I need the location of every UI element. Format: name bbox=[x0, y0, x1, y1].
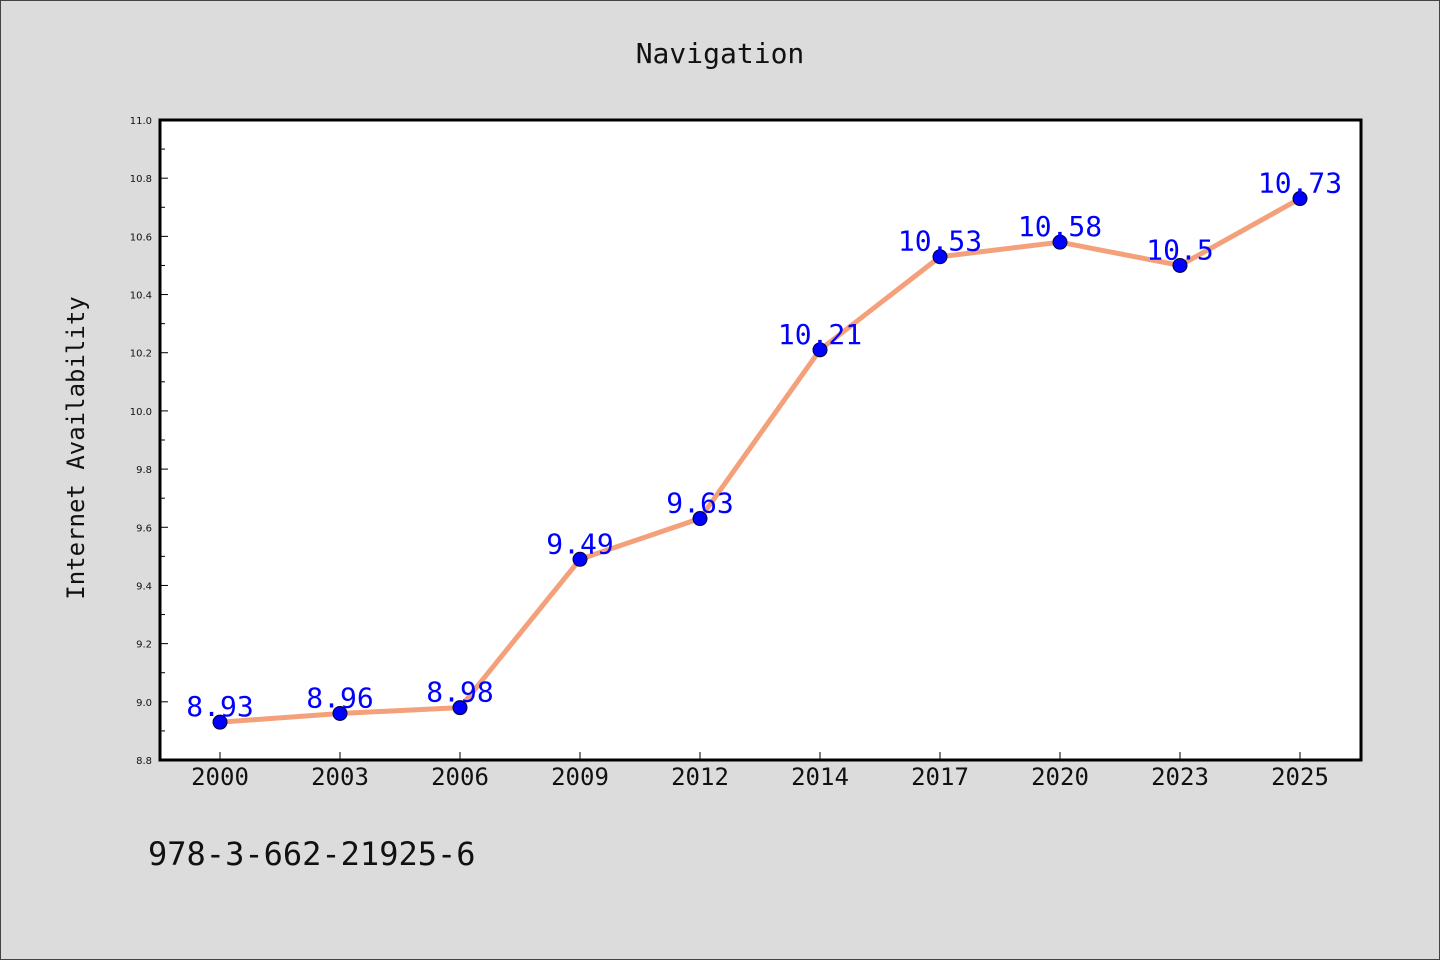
x-axis: 2000 2003 2006 2009 2012 2014 2017 2020 2023 2025 bbox=[191, 752, 1329, 791]
x-tick-label: 2009 bbox=[551, 763, 609, 791]
y-tick-label: 9.6 bbox=[136, 523, 152, 534]
chart-title: Navigation bbox=[636, 37, 805, 70]
plot-border bbox=[158, 118, 1363, 762]
y-tick-label: 9.2 bbox=[136, 640, 152, 651]
x-tick-label: 2012 bbox=[671, 763, 729, 791]
data-point-marker bbox=[332, 705, 348, 721]
data-point-marker bbox=[212, 714, 228, 730]
plot-area bbox=[160, 120, 1361, 760]
series-layer bbox=[212, 191, 1308, 730]
y-tick-label: 10.0 bbox=[130, 407, 152, 418]
data-label: 10.5 bbox=[1146, 233, 1213, 266]
y-tick-label: 8.8 bbox=[136, 756, 152, 767]
x-tick-label: 2014 bbox=[791, 763, 849, 791]
y-tick-label: 11.0 bbox=[130, 116, 152, 127]
y-tick-label: 9.4 bbox=[136, 581, 152, 592]
data-label: 10.53 bbox=[898, 225, 982, 258]
x-tick-label: 2006 bbox=[431, 763, 489, 791]
series-line bbox=[217, 196, 1303, 725]
data-label: 10.21 bbox=[778, 318, 862, 351]
data-labels: 8.93 8.96 8.98 9.49 9.63 10.21 10.53 10.58 10.5 1… bbox=[186, 167, 1342, 724]
x-tick-label: 2003 bbox=[311, 763, 369, 791]
y-tick-label: 10.2 bbox=[130, 349, 152, 360]
data-point-marker bbox=[932, 249, 948, 265]
data-point-marker bbox=[452, 700, 468, 716]
data-label: 8.96 bbox=[306, 681, 373, 714]
data-point-marker bbox=[572, 551, 588, 567]
y-axis: 8.8 9.0 9.2 9.4 9.6 9.8 10.0 10.2 10.4 10.6 10.8 11… bbox=[130, 116, 168, 767]
y-tick-label: 10.8 bbox=[130, 174, 152, 185]
y-axis-label: Internet Availability bbox=[62, 296, 90, 599]
data-label: 9.49 bbox=[546, 527, 613, 560]
data-point-marker bbox=[1052, 234, 1068, 250]
isbn-text: 978-3-662-21925-6 bbox=[148, 835, 476, 873]
data-label: 10.58 bbox=[1018, 210, 1102, 243]
x-tick-label: 2023 bbox=[1151, 763, 1209, 791]
data-label: 10.73 bbox=[1258, 167, 1342, 200]
data-point-marker bbox=[1172, 257, 1188, 273]
data-point-marker bbox=[692, 511, 708, 527]
y-tick-label: 10.4 bbox=[130, 291, 152, 302]
x-tick-label: 2000 bbox=[191, 763, 249, 791]
data-label: 8.98 bbox=[426, 676, 493, 709]
data-label: 8.93 bbox=[186, 690, 253, 723]
x-tick-label: 2020 bbox=[1031, 763, 1089, 791]
y-tick-label: 10.6 bbox=[130, 232, 152, 243]
data-label: 9.63 bbox=[666, 487, 733, 520]
y-tick-label: 9.8 bbox=[136, 465, 152, 476]
y-tick-label: 9.0 bbox=[136, 698, 152, 709]
data-point-marker bbox=[812, 342, 828, 358]
data-point-marker bbox=[1292, 191, 1308, 207]
x-tick-label: 2025 bbox=[1271, 763, 1329, 791]
x-tick-label: 2017 bbox=[911, 763, 969, 791]
